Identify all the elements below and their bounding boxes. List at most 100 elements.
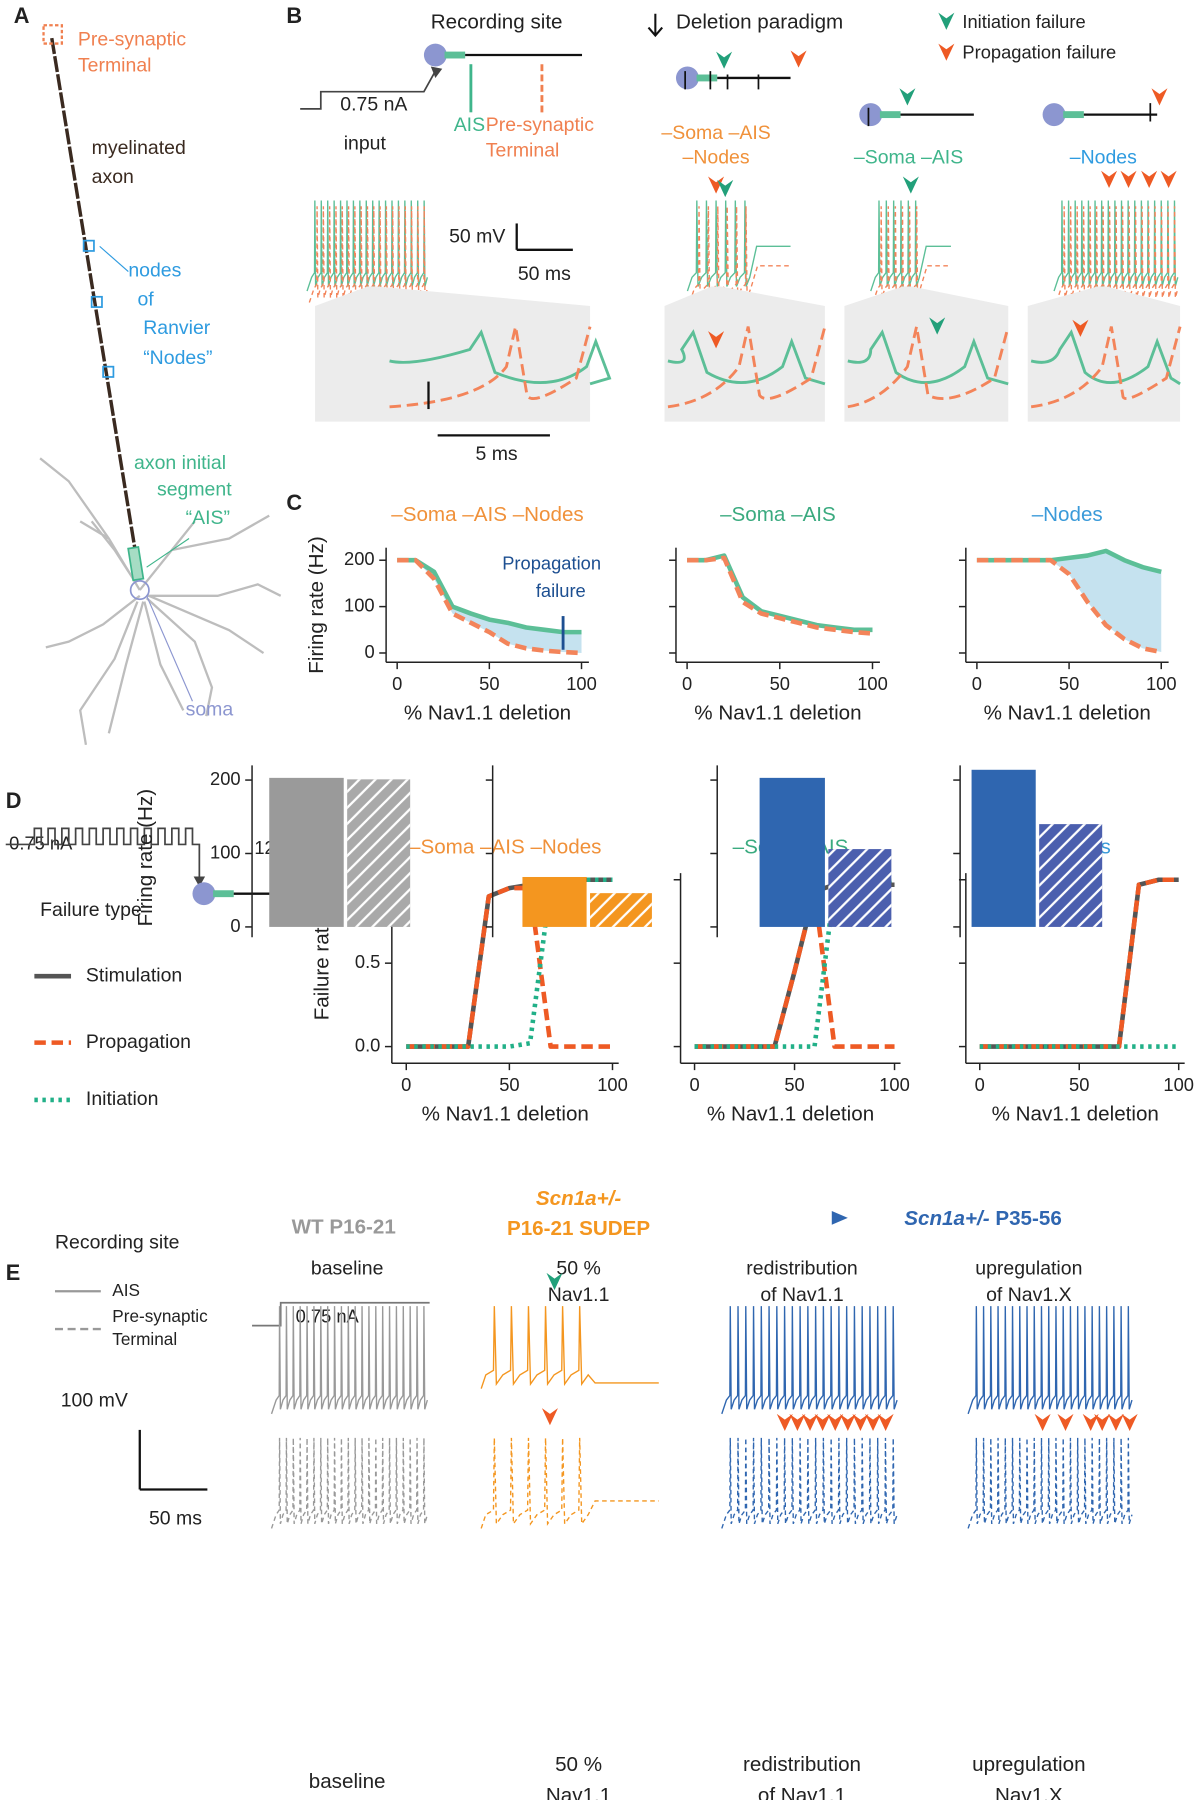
- label: myelinated: [92, 137, 186, 159]
- failure-arrowhead: [1082, 1413, 1099, 1432]
- label: Scn1a+/- P35-56: [904, 1208, 1062, 1231]
- voltage-trace: [967, 1437, 1133, 1529]
- series-line: [687, 555, 873, 636]
- x-tick-label: 100: [566, 673, 597, 694]
- label: 0.75 nA: [340, 94, 407, 116]
- x-axis-label: redistribution: [743, 1753, 861, 1776]
- bar: [269, 777, 344, 927]
- panel-letter: C: [286, 490, 302, 515]
- zoom-trace: [667, 329, 826, 386]
- annotation: Propagation: [502, 553, 601, 574]
- label: WT P16-21: [292, 1216, 396, 1239]
- label: Initiation failure: [962, 11, 1085, 32]
- zoom-region: [844, 286, 1009, 422]
- cell-icon: [1042, 103, 1066, 127]
- chart-title: –Soma –AIS –Nodes: [409, 835, 601, 858]
- failure-arrowhead: [899, 88, 916, 106]
- terminal-box: [42, 24, 64, 45]
- x-axis-label: Nav1.X: [995, 1784, 1063, 1800]
- x-tick-label: 0: [682, 673, 692, 694]
- series-line: [694, 877, 895, 1049]
- voltage-trace: [721, 1306, 898, 1415]
- cell-icon: [423, 43, 447, 67]
- x-tick-label: 0: [689, 1074, 699, 1095]
- node-box: [82, 239, 95, 252]
- failure-arrowhead: [929, 317, 946, 335]
- failure-arrowhead: [708, 176, 725, 194]
- x-tick-label: 100: [857, 673, 888, 694]
- label: Ranvier: [143, 317, 211, 339]
- cell-ais: [879, 111, 901, 119]
- label: Scn1a+/-: [536, 1187, 621, 1210]
- series-line: [694, 889, 895, 1049]
- y-tick-label: 200: [210, 768, 241, 789]
- pointer: [99, 245, 129, 273]
- zoom-trace: [847, 329, 1009, 386]
- label: axon: [92, 166, 134, 188]
- failure-arrowhead: [1094, 1413, 1111, 1432]
- failure-arrowhead: [1057, 1413, 1074, 1432]
- label: –Nodes: [1070, 146, 1137, 168]
- x-axis-label: % Nav1.1 deletion: [422, 1102, 589, 1125]
- voltage-trace: [721, 1437, 898, 1529]
- failure-arrowhead: [1121, 1413, 1138, 1432]
- x-tick-label: 50: [770, 673, 790, 694]
- x-axis-label: % Nav1.1 deletion: [992, 1102, 1159, 1125]
- x-tick-label: 0: [392, 673, 402, 694]
- x-tick-label: 100: [597, 1074, 628, 1095]
- y-tick-label: 0.0: [355, 1034, 380, 1055]
- label: 50 %: [556, 1258, 600, 1280]
- label: Pre-synaptic: [486, 114, 594, 136]
- failure-arrowhead: [1034, 1413, 1051, 1432]
- soma-circle: [129, 580, 150, 601]
- cell-ais: [696, 74, 718, 82]
- voltage-trace: [480, 1437, 659, 1529]
- x-axis-label: % Nav1.1 deletion: [707, 1102, 874, 1125]
- panel-letter: A: [14, 3, 30, 28]
- label: of: [137, 288, 154, 310]
- failure-arrowhead: [790, 50, 807, 68]
- arrowhead: [430, 66, 443, 78]
- failure-arrowhead: [789, 1413, 806, 1432]
- series-line: [976, 548, 1162, 575]
- label: 50 mV: [449, 225, 505, 247]
- failure-arrowhead: [814, 1413, 831, 1432]
- legend-label: Propagation: [86, 1031, 191, 1053]
- label: P35-56: [995, 1208, 1061, 1231]
- input-step: [300, 70, 437, 110]
- zoom-trace: [389, 326, 592, 409]
- label: redistribution: [746, 1258, 857, 1280]
- label: segment: [157, 479, 232, 501]
- x-axis-label: of Nav1.1: [758, 1784, 846, 1800]
- chart-title: –Soma –AIS –Nodes: [391, 503, 583, 526]
- failure-arrowhead: [708, 331, 725, 349]
- failure-arrowhead: [852, 1413, 869, 1432]
- label: nodes: [128, 260, 181, 282]
- legend-label: Stimulation: [86, 964, 182, 986]
- y-tick-label: 100: [344, 594, 375, 615]
- label: “Nodes”: [143, 347, 212, 369]
- cell-icon: [859, 103, 883, 127]
- annotation: failure: [536, 580, 586, 601]
- label: –Soma –AIS: [854, 146, 963, 168]
- x-tick-label: 50: [499, 1074, 519, 1095]
- x-tick-label: 50: [1069, 1074, 1089, 1095]
- label: P16-21 SUDEP: [507, 1217, 650, 1240]
- zoom-region: [664, 286, 825, 422]
- label: –Nodes: [683, 146, 750, 168]
- label: baseline: [311, 1258, 384, 1280]
- label: Recording site: [55, 1231, 179, 1253]
- x-tick-label: 0: [401, 1074, 411, 1095]
- label: of Nav1.1: [760, 1284, 843, 1306]
- series-line: [976, 557, 1162, 655]
- voltage-trace: [967, 1306, 1133, 1415]
- failure-arrowhead: [839, 1413, 856, 1432]
- series-line: [406, 877, 613, 1049]
- bar: [759, 777, 825, 927]
- voltage-trace: [870, 200, 951, 292]
- input-step: [252, 1301, 430, 1327]
- pointer: [146, 595, 194, 702]
- label: 50 ms: [149, 1507, 202, 1529]
- voltage-trace: [686, 200, 791, 292]
- arrow-icon: [647, 13, 664, 38]
